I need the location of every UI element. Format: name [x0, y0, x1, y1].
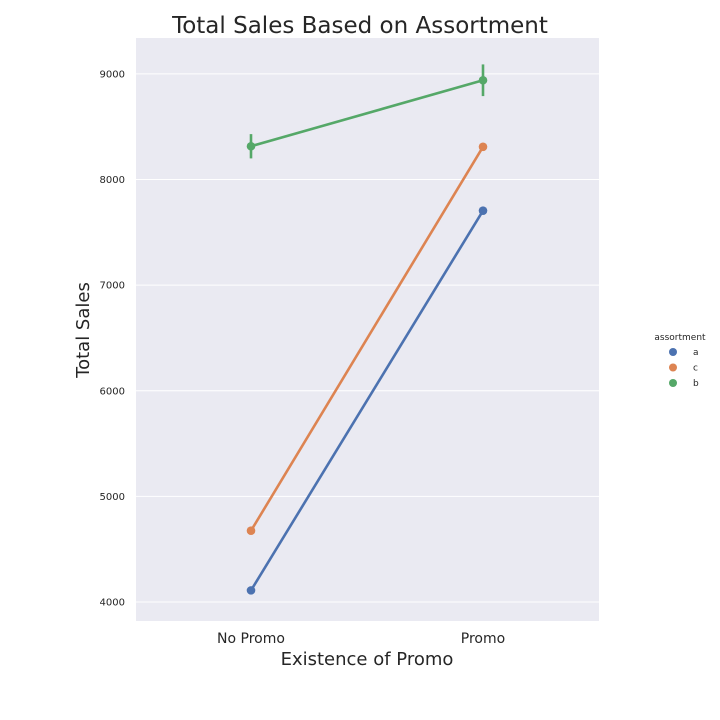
- chart-title: Total Sales Based on Assortment: [171, 13, 548, 39]
- y-tick-labels: 4000 5000 6000 7000 8000 9000: [100, 69, 125, 608]
- x-axis-label: Existence of Promo: [281, 649, 454, 670]
- plot-area: [136, 38, 599, 621]
- data-point: [246, 141, 256, 151]
- x-tick-label: No Promo: [217, 631, 285, 647]
- y-tick-label: 6000: [100, 386, 125, 397]
- legend-marker: [669, 379, 677, 387]
- data-point: [478, 206, 488, 215]
- x-tick-label: Promo: [461, 631, 505, 647]
- legend-title: assortment: [654, 333, 706, 343]
- series-b: [246, 64, 488, 159]
- y-tick-label: 5000: [100, 492, 125, 503]
- data-point: [246, 526, 256, 535]
- data-point: [478, 75, 488, 85]
- data-point: [246, 586, 256, 595]
- series-line: [249, 210, 485, 592]
- legend-marker: [669, 363, 677, 372]
- legend-label: a: [693, 348, 699, 358]
- legend-marker: [669, 348, 677, 356]
- legend-label: b: [693, 379, 699, 389]
- x-tick-labels: No Promo Promo: [217, 631, 505, 647]
- y-tick-label: 4000: [100, 597, 125, 608]
- y-tick-label: 9000: [100, 69, 125, 80]
- series-line: [249, 146, 485, 532]
- series-line: [250, 78, 484, 148]
- gridlines: [136, 73, 599, 603]
- y-axis-label: Total Sales: [73, 282, 94, 379]
- series-c: [246, 142, 488, 535]
- y-tick-label: 7000: [100, 281, 125, 292]
- legend-label: c: [693, 364, 698, 374]
- y-tick-label: 8000: [100, 175, 125, 186]
- series-a: [246, 206, 488, 595]
- legend: assortment acb: [654, 333, 706, 389]
- series-group: [246, 64, 488, 595]
- data-point: [478, 142, 488, 152]
